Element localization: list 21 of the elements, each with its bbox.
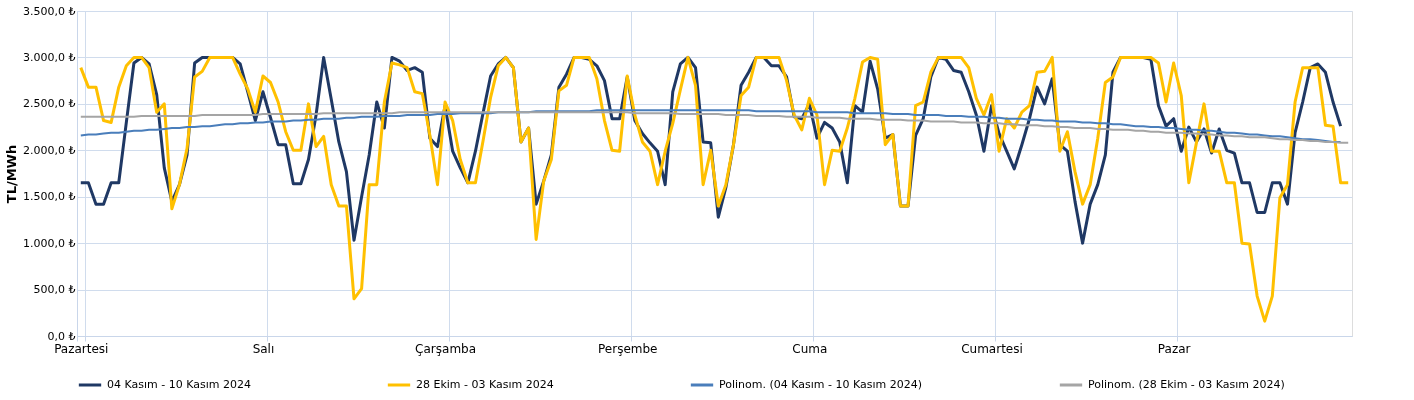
- y-tick-label: 1.000,0 ₺: [23, 236, 76, 250]
- line-series: [79, 55, 1350, 323]
- legend-label: 28 Ekim - 03 Kasım 2024: [416, 378, 554, 391]
- y-tick-label: 2.000,0 ₺: [23, 143, 76, 157]
- x-tick-label: Pazartesi: [54, 341, 109, 356]
- x-tick-label: Cuma: [792, 341, 828, 356]
- x-tick-label: Çarşamba: [415, 341, 477, 356]
- y-tick-label: 2.500,0 ₺: [23, 97, 76, 111]
- y-tick-label: 3.500,0 ₺: [23, 4, 76, 18]
- legend-label: Polinom. (28 Ekim - 03 Kasım 2024): [1088, 378, 1285, 391]
- y-axis-title: TL/MWh: [4, 144, 20, 204]
- x-tick-label: Perşembe: [598, 341, 658, 356]
- x-tick-label: Cumartesi: [961, 341, 1023, 356]
- x-tick-label: Salı: [252, 341, 275, 356]
- legend-label: Polinom. (04 Kasım - 10 Kasım 2024): [719, 378, 923, 391]
- y-tick-label: 1.500,0 ₺: [23, 190, 76, 204]
- y-tick-label: 3.000,0 ₺: [23, 50, 76, 64]
- x-tick-label: Pazar: [1157, 341, 1191, 356]
- y-tick-label: 0,0 ₺: [47, 329, 76, 343]
- y-tick-label: 500,0 ₺: [33, 283, 76, 297]
- legend-label: 04 Kasım - 10 Kasım 2024: [107, 378, 251, 391]
